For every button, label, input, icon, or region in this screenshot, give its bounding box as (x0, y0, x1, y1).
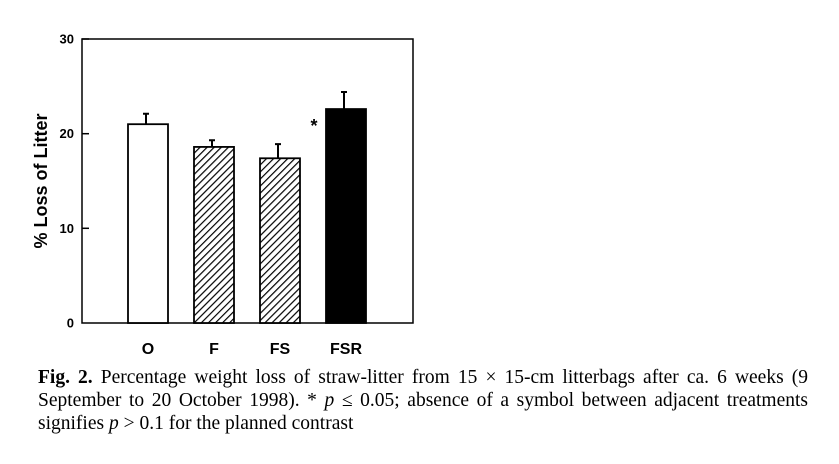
figure-caption: Fig. 2. Percentage weight loss of straw-… (38, 366, 808, 435)
error-bar-o (143, 112, 149, 125)
y-axis: 30 20 10 0 (60, 32, 89, 331)
y-tick-label-30: 30 (60, 32, 74, 47)
x-tick-label-fs: FS (270, 341, 291, 358)
figure-label: Fig. 2. (38, 367, 93, 388)
bar-f (193, 146, 235, 324)
bar-fsr (325, 108, 367, 324)
error-bar-fs (275, 143, 281, 159)
plot-frame (81, 38, 414, 324)
caption-p-symbol-2: p (108, 413, 119, 434)
caption-text-2: ≤ 0.05; absence of a symbol between adja… (38, 390, 809, 434)
y-tick-label-10: 10 (60, 221, 74, 236)
x-tick-label-f: F (209, 341, 219, 358)
bar-fs (259, 157, 301, 324)
x-tick-label-fsr: FSR (330, 341, 362, 358)
caption-text-3: > 0.1 for the planned contrast (118, 413, 354, 434)
y-tick-label-0: 0 (67, 316, 74, 331)
bar-o (127, 123, 169, 324)
y-tick-label-20: 20 (60, 126, 74, 141)
y-axis-label: % Loss of Litter (31, 113, 51, 248)
error-bar-f (209, 139, 215, 147)
bars (127, 91, 367, 324)
caption-p-symbol-1: p (324, 390, 335, 411)
error-bar-fsr (341, 91, 347, 110)
x-tick-label-o: O (142, 341, 154, 358)
significance-asterisk: * (310, 116, 317, 136)
caption-text-1: Percentage weight loss of straw-litter f… (38, 367, 808, 411)
x-axis-labels: O F FS FSR (142, 341, 363, 358)
